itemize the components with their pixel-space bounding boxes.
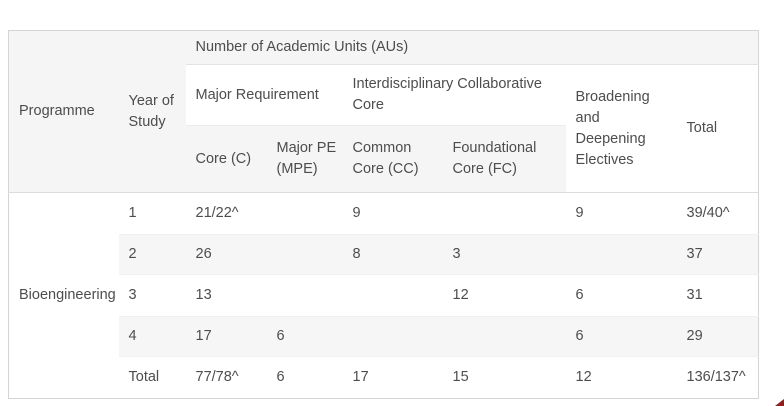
- col-header-total: Total: [676, 64, 759, 193]
- cell-year: Total: [118, 356, 186, 399]
- cell-bde: 6: [565, 316, 677, 357]
- cell-major-pe: 6: [266, 316, 343, 357]
- cell-foundational-core: 12: [442, 274, 566, 317]
- cell-foundational-core: [442, 192, 566, 235]
- cell-common-core: [342, 274, 443, 317]
- cell-programme-name: Bioengineering: [8, 192, 119, 399]
- cell-total: 136/137^: [676, 356, 759, 399]
- cell-total: 39/40^: [676, 192, 759, 235]
- cell-common-core: [342, 316, 443, 357]
- cell-common-core: 9: [342, 192, 443, 235]
- col-header-major-requirement: Major Requirement: [185, 64, 343, 126]
- col-header-year-of-study: Year of Study: [118, 30, 186, 193]
- table-row: 2 26 8 3 37: [9, 234, 759, 275]
- cell-bde: [565, 234, 677, 275]
- cell-major-pe: [266, 274, 343, 317]
- table-row: 4 17 6 6 29: [9, 316, 759, 357]
- cell-year: 2: [118, 234, 186, 275]
- col-header-major-pe: Major PE (MPE): [266, 125, 343, 193]
- col-header-interdisciplinary-collaborative-core: Interdisciplinary Collaborative Core: [342, 64, 566, 126]
- cell-common-core: 8: [342, 234, 443, 275]
- cell-total: 29: [676, 316, 759, 357]
- cell-common-core: 17: [342, 356, 443, 399]
- cell-core-c: 17: [185, 316, 267, 357]
- table-row: Bioengineering 1 21/22^ 9 9 39/40^: [8, 192, 759, 399]
- cell-major-pe: [266, 192, 343, 235]
- col-header-aus-title: Number of Academic Units (AUs): [185, 30, 759, 65]
- cell-core-c: 13: [185, 274, 267, 317]
- cell-core-c: 26: [185, 234, 267, 275]
- cell-major-pe: [266, 234, 343, 275]
- table-row: 3 13 12 6 31: [9, 274, 759, 317]
- table-body: Bioengineering 1 21/22^ 9 9 39/40^ 2 26 8 3 37 3 13 1…: [8, 192, 759, 399]
- cell-core-c: 77/78^: [185, 356, 267, 399]
- header-row-2: Major Requirement Interdisciplinary Coll…: [9, 64, 759, 193]
- cell-major-pe: 6: [266, 356, 343, 399]
- table-header: Programme Year of Study Number of Academ…: [8, 30, 759, 193]
- cell-bde: 6: [565, 274, 677, 317]
- cell-year: 3: [118, 274, 186, 317]
- cell-year: 4: [118, 316, 186, 357]
- col-header-programme: Programme: [8, 30, 119, 193]
- table-row: Total 77/78^ 6 17 15 12 136/137^: [9, 356, 759, 399]
- cell-year: 1: [118, 192, 186, 235]
- cell-bde: 12: [565, 356, 677, 399]
- cell-foundational-core: 15: [442, 356, 566, 399]
- cell-foundational-core: 3: [442, 234, 566, 275]
- academic-units-table: Programme Year of Study Number of Academ…: [8, 30, 760, 399]
- cell-bde: 9: [565, 192, 677, 235]
- col-header-core-c: Core (C): [185, 125, 267, 193]
- cell-core-c: 21/22^: [185, 192, 267, 235]
- col-header-broadening-deepening-electives: Broadening and Deepening Electives: [565, 64, 677, 193]
- col-header-foundational-core: Foundational Core (FC): [442, 125, 566, 193]
- cell-foundational-core: [442, 316, 566, 357]
- col-header-common-core: Common Core (CC): [342, 125, 443, 193]
- header-row-3: Core (C) Major PE (MPE) Common Core (CC)…: [9, 125, 759, 193]
- cell-total: 31: [676, 274, 759, 317]
- cell-total: 37: [676, 234, 759, 275]
- red-cursor-mark: [775, 399, 784, 406]
- header-row-1: Programme Year of Study Number of Academ…: [8, 30, 759, 193]
